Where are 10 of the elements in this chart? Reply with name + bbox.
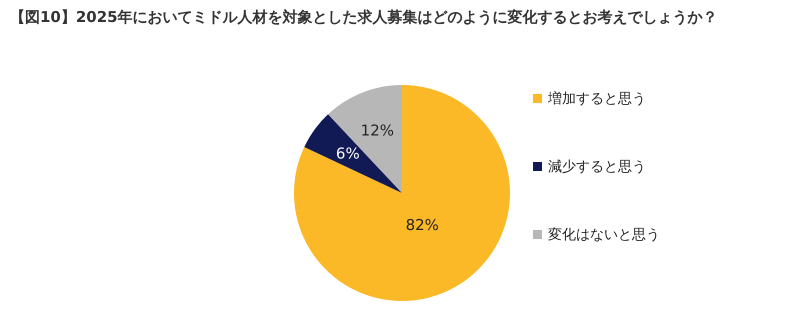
data-label: 6% [336,144,360,163]
pie-slice [328,85,402,193]
pie-slice [304,114,402,193]
legend-label: 減少すると思う [548,158,646,176]
data-label: 82% [406,216,439,234]
data-label: 12% [360,122,394,140]
legend-label: 増加すると思う [548,90,646,108]
chart-title: 【図10】2025年においてミドル人材を対象とした求人募集はどのように変化するとお考えでしょうか？ [9,8,719,28]
legend-label: 変化はないと思う [548,226,660,244]
pie-slice [294,85,510,301]
